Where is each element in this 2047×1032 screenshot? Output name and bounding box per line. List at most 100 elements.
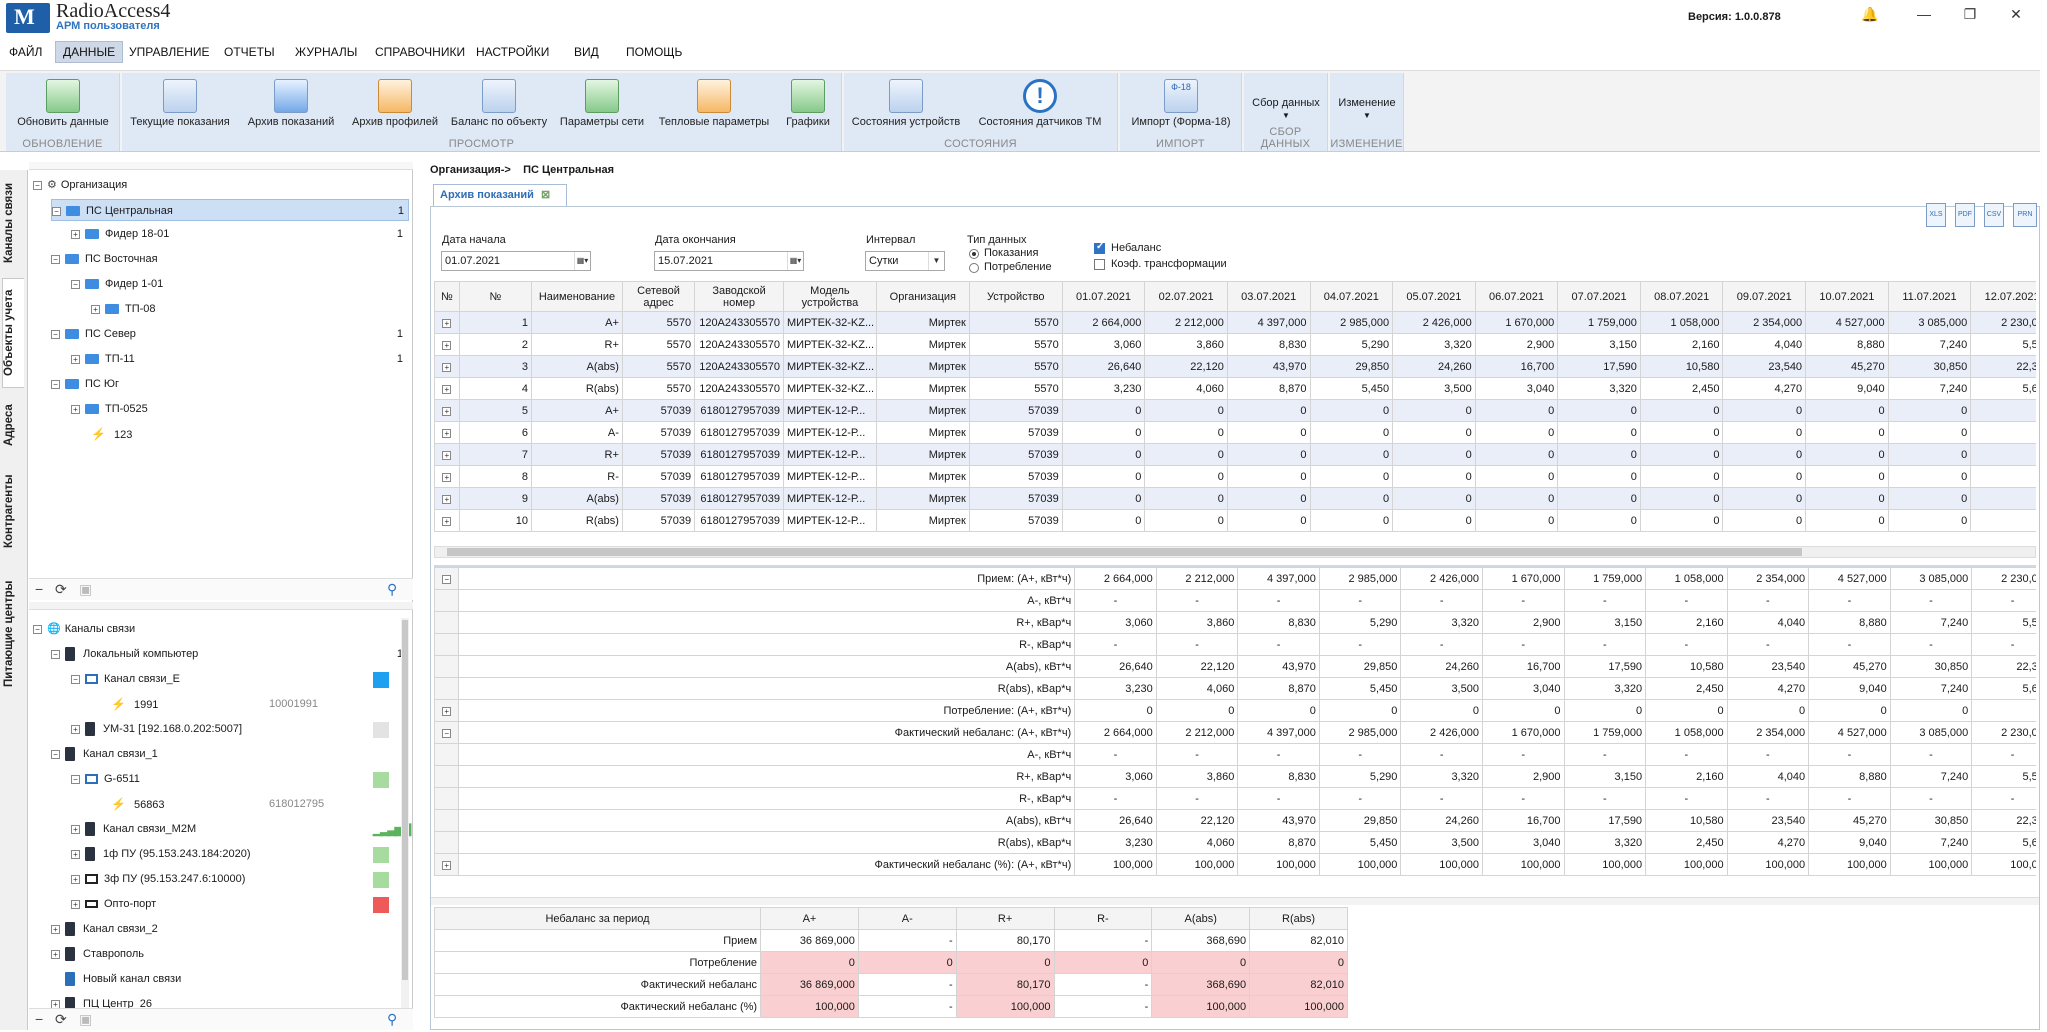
calendar-dropdown-icon[interactable]: ▦▾: [574, 252, 590, 270]
expand-row-button[interactable]: +: [434, 487, 460, 510]
expand-cell[interactable]: −: [434, 721, 460, 744]
pdf-export-icon[interactable]: PDF: [1955, 203, 1975, 227]
tree-node-ps-south[interactable]: − ПС Юг: [51, 373, 409, 395]
expand-cell[interactable]: −: [434, 567, 460, 590]
collapse-icon[interactable]: −: [35, 581, 44, 597]
collect-data-dropdown[interactable]: Сбор данных ▼: [1252, 97, 1320, 120]
column-header[interactable]: 01.07.2021: [1061, 281, 1146, 312]
network-params-button[interactable]: Параметры сети: [557, 79, 647, 128]
column-header[interactable]: 09.07.2021: [1722, 281, 1807, 312]
tree-node-tp-08[interactable]: + ТП-08: [91, 298, 409, 320]
expand-row-button[interactable]: +: [434, 355, 460, 378]
expand-row-button[interactable]: +: [434, 333, 460, 356]
column-header[interactable]: 04.07.2021: [1309, 281, 1394, 312]
expand-row-button[interactable]: +: [434, 443, 460, 466]
expand-row-button[interactable]: +: [434, 399, 460, 422]
readings-archive-button[interactable]: Архив показаний: [242, 79, 340, 128]
menu-help[interactable]: ПОМОЩЬ: [626, 45, 683, 59]
table-row[interactable]: +4 R(abs) 5570 120A243305570 МИРТЕК-32-KZ...…: [434, 377, 2036, 400]
table-row[interactable]: +5 A+ 57039 6180127957039 МИРТЕК-12-Р... Мирт…: [434, 399, 2036, 422]
tab-feeding-centers[interactable]: Питающие центры: [3, 580, 15, 688]
table-row[interactable]: +3 A(abs) 5570 120A243305570 МИРТЕК-32-KZ...…: [434, 355, 2036, 378]
menu-settings[interactable]: НАСТРОЙКИ: [476, 45, 550, 59]
column-header[interactable]: 07.07.2021: [1557, 281, 1641, 312]
column-header[interactable]: Сетевой адрес: [621, 281, 696, 312]
tree-node-channel-m2m[interactable]: + Канал связи_M2M: [71, 818, 409, 840]
menu-view[interactable]: ВИД: [574, 45, 599, 59]
close-tab-icon[interactable]: ⊠: [541, 189, 551, 201]
tree-node-opto-port[interactable]: + Опто-порт: [71, 893, 409, 915]
tree-scrollbar[interactable]: [401, 618, 409, 1014]
expand-cell[interactable]: +: [434, 699, 460, 722]
tree-node-um31[interactable]: + УМ-31 [192.168.0.202:5007]: [71, 718, 409, 740]
radio-readings[interactable]: [969, 249, 979, 259]
heat-params-button[interactable]: Тепловые параметры: [656, 79, 772, 128]
splitter[interactable]: [29, 602, 413, 610]
transformation-checkbox[interactable]: [1094, 259, 1105, 270]
refresh-icon[interactable]: ⟳: [55, 1011, 67, 1027]
table-row[interactable]: +2 R+ 5570 120A243305570 МИРТЕК-32-KZ... Мирт…: [434, 333, 2036, 356]
column-header[interactable]: 05.07.2021: [1392, 281, 1476, 312]
column-header[interactable]: 11.07.2021: [1887, 281, 1972, 312]
table-row[interactable]: +6 A- 57039 6180127957039 МИРТЕК-12-Р... Мирт…: [434, 421, 2036, 444]
menu-data[interactable]: ДАННЫЕ: [55, 41, 124, 63]
csv-export-icon[interactable]: CSV: [1984, 203, 2004, 227]
column-header[interactable]: 06.07.2021: [1474, 281, 1559, 312]
column-header[interactable]: Заводской номер: [694, 281, 784, 312]
tree-node-meter-56863[interactable]: ⚡ 56863: [111, 793, 409, 815]
tree-node-channel-e[interactable]: − Канал связи_E: [71, 668, 409, 690]
start-date-field[interactable]: 01.07.2021 ▦▾: [441, 251, 591, 271]
tree-node-organization[interactable]: − ⚙ Организация: [33, 174, 409, 196]
tree-node-meter-123[interactable]: ⚡ 123: [91, 423, 409, 445]
table-row[interactable]: +9 A(abs) 57039 6180127957039 МИРТЕК-12-Р...…: [434, 487, 2036, 510]
tree-node-3f-meter[interactable]: +3ф ПУ (95.153.247.6:10000): [71, 868, 409, 890]
tree-node-ps-east[interactable]: − ПС Восточная: [51, 248, 409, 270]
column-header[interactable]: Наименование: [531, 281, 623, 312]
end-date-field[interactable]: 15.07.2021 ▦▾: [654, 251, 804, 271]
tree-node-tp-0525[interactable]: + ТП-0525: [71, 398, 409, 420]
minimize-icon[interactable]: —: [1917, 6, 1931, 22]
expand-cell[interactable]: +: [434, 853, 460, 876]
table-row[interactable]: +10 R(abs) 57039 6180127957039 МИРТЕК-12-Р..…: [434, 509, 2036, 532]
tab-readings-archive[interactable]: Архив показаний ⊠: [433, 184, 567, 206]
menu-reports[interactable]: ОТЧЕТЫ: [224, 45, 275, 59]
tree-node-meter-1991[interactable]: ⚡ 1991: [111, 693, 409, 715]
device-states-button[interactable]: Состояния устройств: [850, 79, 962, 128]
expand-row-button[interactable]: +: [434, 311, 460, 334]
object-balance-button[interactable]: Баланс по объекту: [449, 79, 549, 128]
tree-node-feeder-1-01[interactable]: − Фидер 1-01: [71, 273, 409, 295]
graphs-button[interactable]: Графики: [778, 79, 838, 128]
column-header[interactable]: 10.07.2021: [1805, 281, 1889, 312]
expand-row-button[interactable]: +: [434, 509, 460, 532]
column-header[interactable]: Модель устройства: [782, 281, 877, 312]
current-readings-button[interactable]: Текущие показания: [128, 79, 232, 128]
tree-node-feeder-18-01[interactable]: + Фидер 18-01 1: [71, 223, 409, 245]
refresh-icon[interactable]: ⟳: [55, 581, 67, 597]
menu-control[interactable]: УПРАВЛЕНИЕ: [129, 45, 210, 59]
breadcrumb-org[interactable]: Организация->: [430, 164, 511, 176]
menu-references[interactable]: СПРАВОЧНИКИ: [375, 45, 466, 59]
column-header[interactable]: 02.07.2021: [1144, 281, 1228, 312]
tab-channels[interactable]: Каналы связи: [3, 182, 15, 264]
column-header[interactable]: Организация: [875, 281, 970, 312]
collapse-icon[interactable]: −: [35, 1011, 44, 1027]
column-header[interactable]: 03.07.2021: [1226, 281, 1311, 312]
radio-consumption[interactable]: [969, 263, 979, 273]
menu-file[interactable]: ФАЙЛ: [9, 45, 43, 59]
bell-icon[interactable]: 🔔: [1861, 6, 1879, 22]
clipboard-icon[interactable]: ▣: [79, 581, 93, 597]
search-icon[interactable]: ⚲: [387, 581, 398, 597]
tree-node-channels-root[interactable]: − 🌐 Каналы связи: [33, 618, 409, 640]
table-row[interactable]: +8 R- 57039 6180127957039 МИРТЕК-12-Р... Мирт…: [434, 465, 2036, 488]
expand-row-button[interactable]: +: [434, 465, 460, 488]
tree-node-ps-north[interactable]: − ПС Север 1: [51, 323, 409, 345]
tab-metering-objects[interactable]: Объекты учета: [2, 278, 24, 388]
tree-node-local-pc[interactable]: − Локальный компьютер 1: [51, 643, 409, 665]
table-row[interactable]: +1 A+ 5570 120A243305570 МИРТЕК-32-KZ... Мирт…: [434, 311, 2036, 334]
expand-row-button[interactable]: +: [434, 377, 460, 400]
column-header[interactable]: №: [434, 281, 460, 312]
tree-node-ps-central[interactable]: − ПС Центральная 1: [51, 199, 409, 221]
interval-select[interactable]: Сутки ▼: [865, 251, 945, 271]
tree-node-g6511[interactable]: − G-6511: [71, 768, 409, 790]
menu-logs[interactable]: ЖУРНАЛЫ: [295, 45, 358, 59]
